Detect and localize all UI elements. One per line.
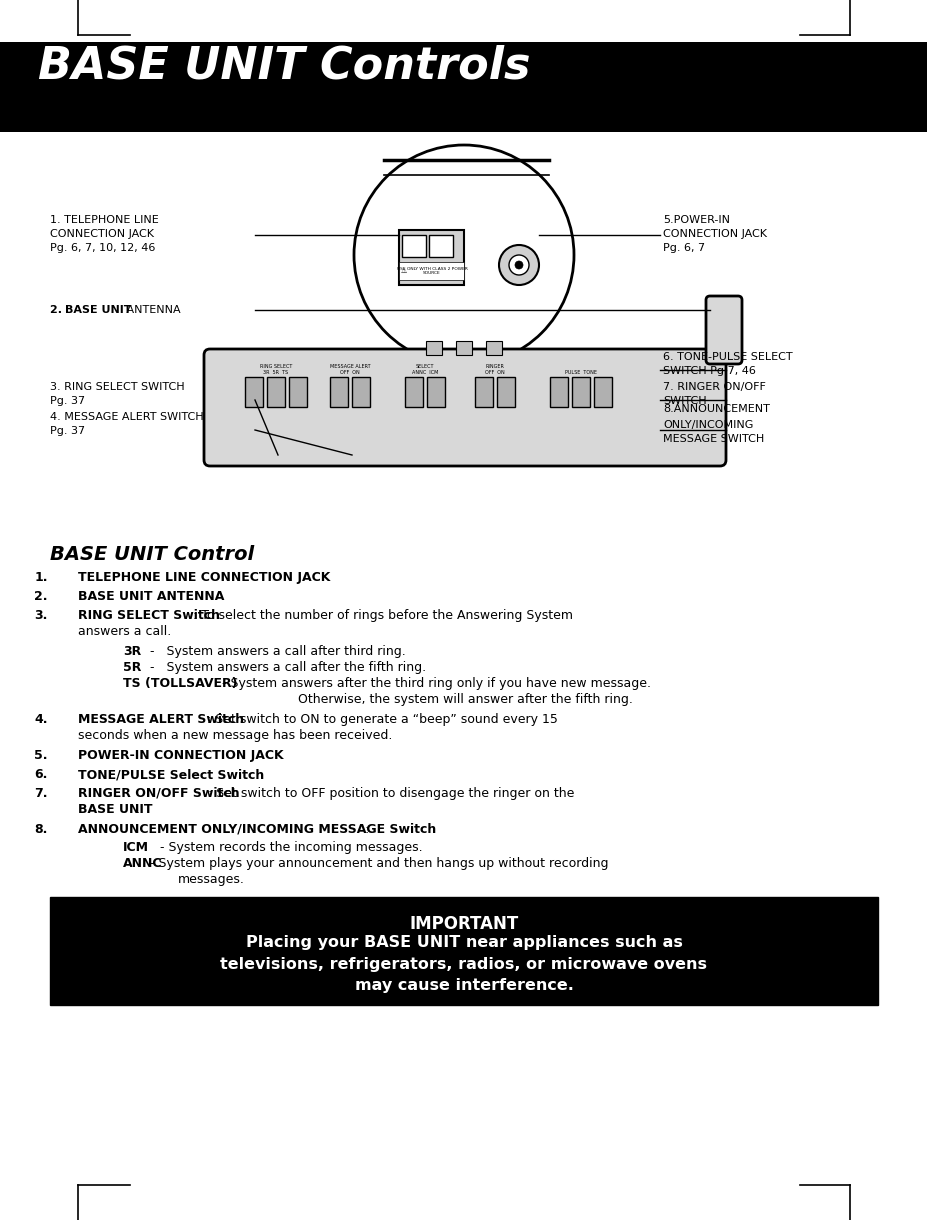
Text: messages.: messages. [178, 874, 245, 886]
Bar [475, 377, 492, 407]
Text: 8.: 8. [34, 824, 48, 836]
Text: Pg. 6, 7: Pg. 6, 7 [662, 243, 705, 253]
Text: 6.: 6. [34, 769, 48, 781]
Text: POWER-IN CONNECTION JACK: POWER-IN CONNECTION JACK [78, 749, 284, 762]
FancyBboxPatch shape [705, 296, 742, 364]
Bar [428, 235, 452, 257]
Text: BASE UNIT ANTENNA: BASE UNIT ANTENNA [78, 590, 224, 603]
Text: Pg. 6, 7, 10, 12, 46: Pg. 6, 7, 10, 12, 46 [50, 243, 155, 253]
Bar [593, 377, 611, 407]
Text: -   System answers a call after the fifth ring.: - System answers a call after the fifth … [142, 661, 425, 673]
Text: - System answers after the third ring only if you have new message.: - System answers after the third ring on… [218, 677, 651, 691]
Bar [0, 41, 927, 132]
Text: Pg. 37: Pg. 37 [50, 426, 85, 436]
Bar [571, 377, 590, 407]
Text: ONLY/INCOMING: ONLY/INCOMING [662, 420, 753, 429]
Bar [550, 377, 567, 407]
Text: 2.: 2. [34, 590, 48, 603]
Text: ANNC: ANNC [123, 856, 162, 870]
Text: CONNECTION JACK: CONNECTION JACK [662, 229, 767, 239]
Text: BASE UNIT: BASE UNIT [78, 803, 152, 816]
Text: IMPORTANT: IMPORTANT [409, 915, 518, 933]
Text: 1.: 1. [34, 571, 48, 584]
Text: PULSE  TONE: PULSE TONE [565, 370, 596, 375]
Circle shape [499, 245, 539, 285]
Text: 3.: 3. [34, 609, 48, 622]
Text: 8.ANNOUNCEMENT: 8.ANNOUNCEMENT [662, 404, 769, 414]
Text: TELEPHONE LINE CONNECTION JACK: TELEPHONE LINE CONNECTION JACK [78, 571, 330, 584]
Text: 5.: 5. [34, 749, 48, 762]
Circle shape [508, 255, 528, 274]
Text: RINGER
OFF  ON: RINGER OFF ON [485, 365, 504, 375]
Text: MESSAGE ALERT
OFF  ON: MESSAGE ALERT OFF ON [329, 365, 370, 375]
Text: : To select the number of rings before the Answering System: : To select the number of rings before t… [193, 609, 572, 622]
Bar [404, 377, 423, 407]
Text: RING SELECT
3R  5R  TS: RING SELECT 3R 5R TS [260, 365, 292, 375]
Text: MESSAGE SWITCH: MESSAGE SWITCH [662, 434, 764, 444]
Text: ⚠: ⚠ [400, 268, 407, 274]
Text: 3R: 3R [123, 645, 141, 658]
Text: 2.: 2. [50, 305, 66, 315]
Text: MESSAGE ALERT Switch: MESSAGE ALERT Switch [78, 712, 244, 726]
FancyBboxPatch shape [204, 349, 725, 466]
Bar [245, 377, 262, 407]
Text: 6. TONE-PULSE SELECT: 6. TONE-PULSE SELECT [662, 353, 792, 362]
Text: 3. RING SELECT SWITCH: 3. RING SELECT SWITCH [50, 382, 184, 392]
Text: BASE UNIT: BASE UNIT [65, 305, 132, 315]
Bar [426, 377, 445, 407]
Text: Placing your BASE UNIT near appliances such as
televisions, refrigerators, radio: Placing your BASE UNIT near appliances s… [221, 935, 706, 993]
Text: 5.POWER-IN: 5.POWER-IN [662, 215, 730, 224]
Bar [50, 897, 877, 1005]
Text: -   System answers a call after third ring.: - System answers a call after third ring… [142, 645, 405, 658]
Text: answers a call.: answers a call. [78, 625, 171, 638]
Text: : Set switch to ON to generate a “beep” sound every 15: : Set switch to ON to generate a “beep” … [207, 712, 557, 726]
Bar [351, 377, 370, 407]
Text: USE ONLY WITH CLASS 2 POWER
SOURCE: USE ONLY WITH CLASS 2 POWER SOURCE [396, 267, 467, 276]
Text: Pg. 37: Pg. 37 [50, 396, 85, 406]
Circle shape [514, 261, 523, 268]
Bar [497, 377, 514, 407]
Text: : Set switch to OFF position to disengage the ringer on the: : Set switch to OFF position to disengag… [208, 787, 574, 800]
Text: seconds when a new message has been received.: seconds when a new message has been rece… [78, 730, 392, 742]
Bar [288, 377, 307, 407]
Text: SWITCH Pg.7, 46: SWITCH Pg.7, 46 [662, 366, 756, 376]
Bar [486, 342, 502, 355]
Bar [425, 342, 441, 355]
Text: SELECT
ANNC  ICM: SELECT ANNC ICM [412, 365, 438, 375]
Text: RING SELECT Switch: RING SELECT Switch [78, 609, 220, 622]
Circle shape [353, 145, 574, 365]
Text: - System records the incoming messages.: - System records the incoming messages. [147, 841, 422, 854]
Bar [399, 262, 464, 281]
Text: BASE UNIT Control: BASE UNIT Control [50, 545, 254, 564]
Text: 7. RINGER ON/OFF: 7. RINGER ON/OFF [662, 382, 765, 392]
Text: 7.: 7. [34, 787, 48, 800]
Bar [401, 235, 425, 257]
Text: SWITCH: SWITCH [662, 396, 705, 406]
Text: ANNOUNCEMENT ONLY/INCOMING MESSAGE Switch: ANNOUNCEMENT ONLY/INCOMING MESSAGE Switc… [78, 824, 436, 836]
Text: ANTENNA: ANTENNA [123, 305, 181, 315]
Text: RINGER ON/OFF Switch: RINGER ON/OFF Switch [78, 787, 239, 800]
Text: TONE/PULSE Select Switch: TONE/PULSE Select Switch [78, 769, 264, 781]
Text: :: : [364, 824, 369, 836]
Text: CONNECTION JACK: CONNECTION JACK [50, 229, 154, 239]
Bar [330, 377, 348, 407]
Text: Otherwise, the system will answer after the fifth ring.: Otherwise, the system will answer after … [298, 693, 632, 706]
Text: 1. TELEPHONE LINE: 1. TELEPHONE LINE [50, 215, 159, 224]
Text: .: . [136, 803, 140, 816]
Bar [455, 342, 472, 355]
Text: 4.: 4. [34, 712, 48, 726]
Text: BASE UNIT Controls: BASE UNIT Controls [38, 44, 530, 87]
Bar [399, 231, 464, 285]
Bar [267, 377, 285, 407]
Text: TS (TOLLSAVER): TS (TOLLSAVER) [123, 677, 237, 691]
Text: 4. MESSAGE ALERT SWITCH: 4. MESSAGE ALERT SWITCH [50, 412, 203, 422]
Text: - System plays your announcement and then hangs up without recording: - System plays your announcement and the… [150, 856, 608, 870]
Text: 5R: 5R [123, 661, 141, 673]
Text: ICM: ICM [123, 841, 149, 854]
